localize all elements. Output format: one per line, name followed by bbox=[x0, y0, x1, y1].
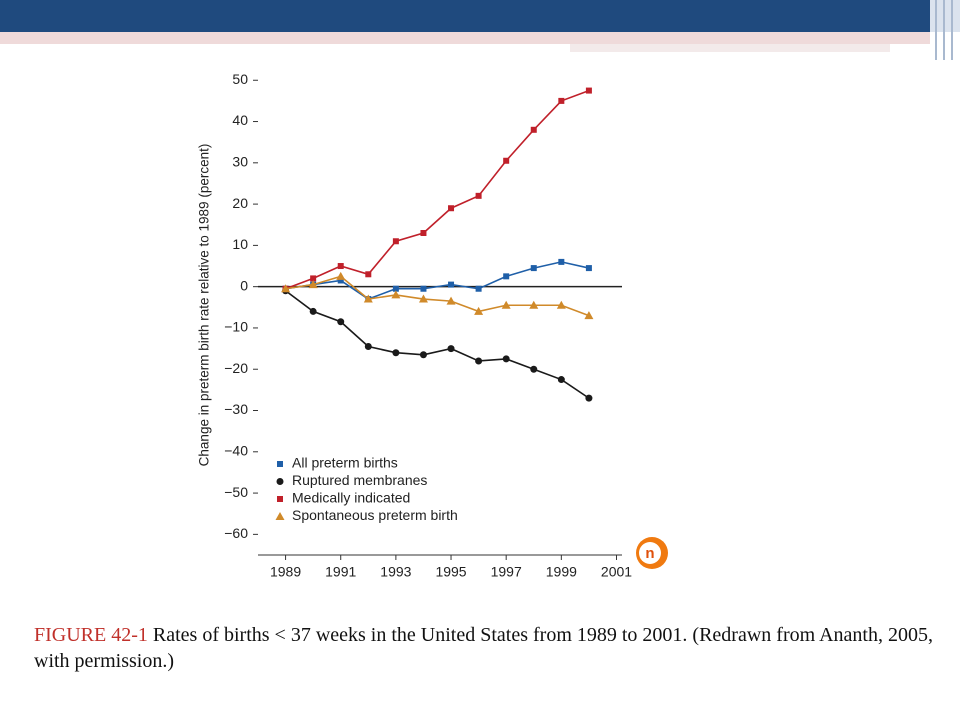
logo-text: n bbox=[645, 545, 654, 562]
marker bbox=[336, 271, 346, 280]
y-tick-label: 10 bbox=[232, 236, 248, 252]
x-tick-label: 1989 bbox=[270, 564, 301, 580]
series-line bbox=[285, 290, 590, 399]
marker bbox=[419, 351, 427, 359]
y-tick-label: −10 bbox=[224, 319, 248, 335]
y-tick-label: −30 bbox=[224, 401, 248, 417]
y-tick-label: 40 bbox=[232, 112, 248, 128]
marker bbox=[277, 461, 283, 467]
series-line bbox=[285, 261, 590, 300]
marker bbox=[275, 512, 285, 520]
y-tick-label: −60 bbox=[224, 525, 248, 541]
marker bbox=[558, 97, 565, 104]
y-tick-label: 0 bbox=[240, 277, 248, 293]
y-tick-label: 20 bbox=[232, 195, 248, 211]
legend-label: All preterm births bbox=[292, 455, 398, 471]
header-bar bbox=[0, 0, 930, 32]
marker bbox=[309, 307, 317, 315]
marker bbox=[276, 478, 284, 485]
marker bbox=[363, 294, 373, 303]
x-tick-label: 1995 bbox=[435, 564, 466, 580]
caption: FIGURE 42-1 Rates of births < 37 weeks i… bbox=[34, 622, 944, 674]
legend-label: Spontaneous preterm birth bbox=[292, 507, 458, 523]
marker bbox=[558, 258, 565, 265]
marker bbox=[337, 277, 344, 284]
legend-label: Ruptured membranes bbox=[292, 472, 427, 488]
marker bbox=[337, 318, 345, 326]
marker bbox=[446, 296, 456, 305]
marker bbox=[337, 263, 344, 270]
marker bbox=[584, 311, 594, 320]
y-tick-label: −40 bbox=[224, 442, 248, 458]
marker bbox=[530, 265, 537, 272]
marker bbox=[585, 394, 593, 402]
y-tick-label: −20 bbox=[224, 360, 248, 376]
marker bbox=[448, 205, 455, 212]
marker bbox=[475, 285, 482, 292]
marker bbox=[308, 280, 318, 289]
y-tick-label: −50 bbox=[224, 484, 248, 500]
marker bbox=[447, 345, 455, 353]
marker bbox=[364, 343, 372, 351]
header-stripe bbox=[570, 44, 890, 52]
logo bbox=[639, 542, 661, 564]
marker bbox=[418, 294, 428, 303]
marker bbox=[448, 281, 455, 288]
marker bbox=[585, 265, 592, 272]
marker bbox=[420, 285, 427, 292]
marker bbox=[392, 238, 399, 245]
x-tick-label: 1993 bbox=[380, 564, 411, 580]
caption-label: FIGURE 42-1 bbox=[34, 624, 148, 646]
marker bbox=[277, 496, 283, 502]
x-tick-label: 1997 bbox=[491, 564, 522, 580]
marker bbox=[310, 275, 317, 282]
marker bbox=[391, 290, 401, 299]
marker bbox=[475, 192, 482, 199]
marker bbox=[557, 376, 565, 384]
series-line bbox=[285, 89, 590, 290]
y-tick-label: 50 bbox=[232, 71, 248, 87]
plot: −60 −50 −40 −30 −20 −10 0 10 20 30 40 50 1989 1991 199… bbox=[224, 71, 632, 580]
legend-label: Medically indicated bbox=[292, 490, 410, 506]
x-tick-label: 1999 bbox=[546, 564, 577, 580]
marker bbox=[392, 349, 400, 357]
marker bbox=[585, 87, 592, 94]
y-axis-label: Change in preterm birth rate relative to… bbox=[197, 144, 212, 467]
marker bbox=[365, 271, 372, 278]
x-tick-label: 2001 bbox=[601, 564, 632, 580]
marker bbox=[530, 365, 538, 373]
marker bbox=[281, 284, 291, 293]
series-line bbox=[285, 275, 590, 317]
x-tick-label: 1991 bbox=[325, 564, 356, 580]
marker bbox=[501, 300, 511, 309]
header-stripe bbox=[0, 32, 930, 44]
marker bbox=[556, 300, 566, 309]
marker bbox=[420, 230, 427, 236]
marker bbox=[530, 126, 537, 133]
marker bbox=[502, 355, 510, 363]
caption-text: Rates of births < 37 weeks in the United… bbox=[34, 624, 933, 672]
marker bbox=[474, 306, 484, 315]
y-tick-label: 30 bbox=[232, 154, 248, 170]
marker bbox=[475, 357, 483, 365]
marker bbox=[503, 273, 510, 280]
marker bbox=[392, 285, 399, 292]
marker bbox=[529, 300, 539, 309]
marker bbox=[503, 157, 510, 164]
